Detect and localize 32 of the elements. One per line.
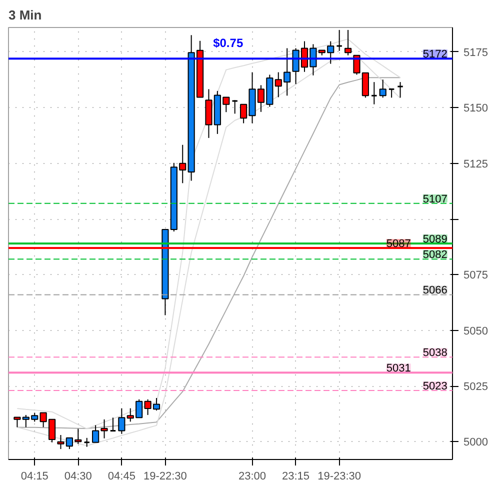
candlestick — [118, 408, 126, 434]
x-tick-label: 04:30 — [64, 470, 92, 482]
x-tick-label: 23:15 — [282, 470, 310, 482]
ref-line-label: 5038 — [422, 347, 448, 360]
candlestick — [379, 79, 386, 98]
y-tick-label: 5075 — [464, 270, 488, 282]
y-tick-label: 5000 — [464, 436, 488, 449]
chart-title: 3 Min — [8, 8, 42, 22]
candlestick — [231, 100, 238, 114]
ref-line-label: 5082 — [422, 249, 448, 262]
candlestick — [336, 29, 343, 52]
y-tick-label: 5150 — [464, 102, 488, 115]
x-tick-label: 04:15 — [20, 470, 48, 482]
x-tick-label: 04:45 — [108, 470, 136, 482]
ref-line-label: 5066 — [422, 284, 448, 297]
annotation: $0.75 — [213, 36, 244, 50]
ref-line-label: 5031 — [386, 362, 411, 375]
ref-line-label: 5172 — [422, 48, 448, 61]
ref-line-label: 5107 — [422, 193, 448, 206]
x-tick-label: 19-22:30 — [143, 470, 187, 482]
candlestick — [370, 82, 378, 105]
y-tick-label: 5175 — [464, 46, 488, 59]
candlestick — [344, 29, 352, 56]
y-tick-label: 5050 — [464, 325, 488, 338]
y-tick-label: 5125 — [464, 158, 488, 170]
ref-line-label: 5023 — [422, 380, 448, 392]
candlestick — [110, 417, 116, 432]
x-tick-label: 23:00 — [238, 470, 266, 482]
candlestick — [396, 82, 404, 98]
x-tick-label: 19-23:30 — [318, 470, 362, 482]
y-tick-label: 5025 — [464, 381, 488, 394]
ref-line-label: 5089 — [422, 234, 448, 246]
